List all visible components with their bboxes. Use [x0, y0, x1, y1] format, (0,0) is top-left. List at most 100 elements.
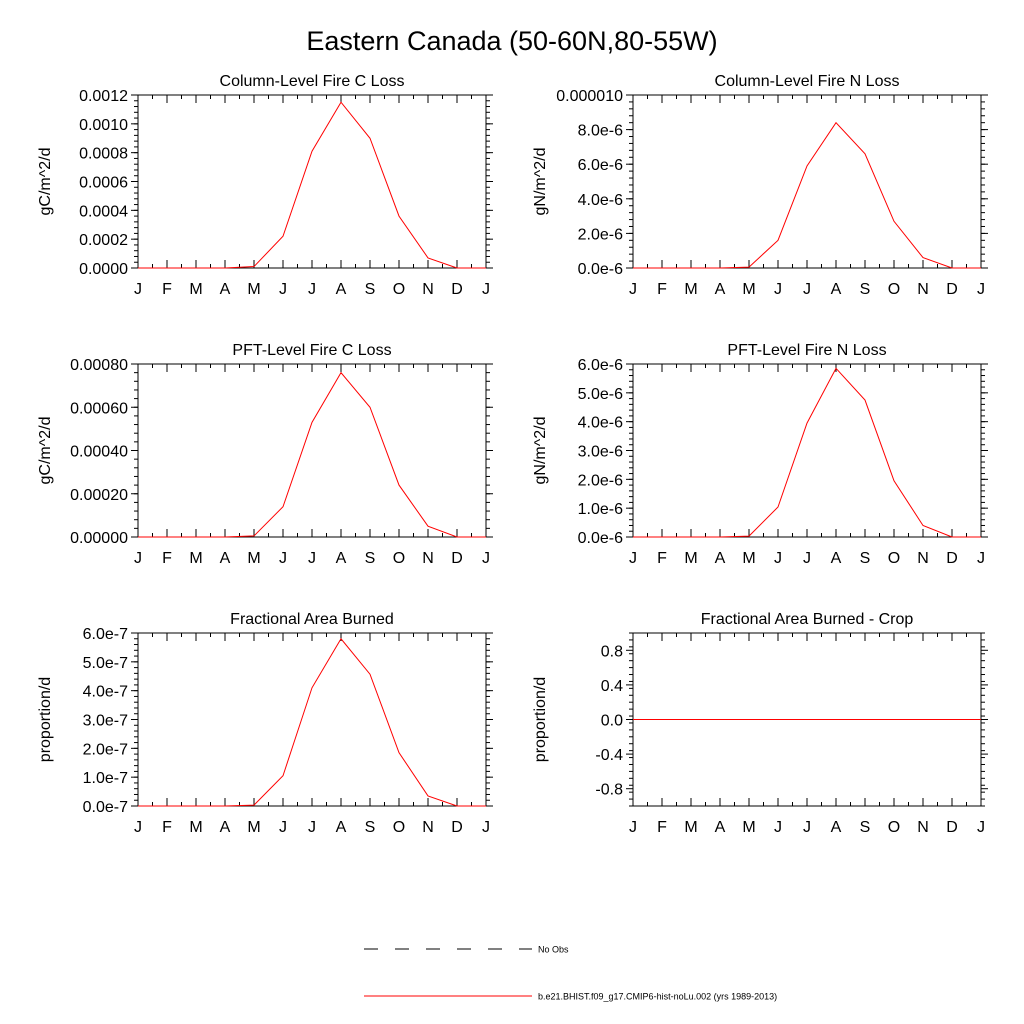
y-tick-label: 0.0002 [79, 232, 128, 249]
y-tick-label: 6.0e-6 [578, 157, 623, 174]
y-tick-label: -0.8 [595, 782, 623, 799]
x-tick-label: F [162, 550, 172, 567]
x-tick-label: A [715, 819, 726, 836]
x-tick-label: J [977, 281, 985, 298]
x-tick-label: S [860, 281, 871, 298]
x-tick-label: O [393, 550, 405, 567]
x-tick-label: M [247, 819, 260, 836]
y-tick-label: 3.0e-6 [578, 444, 623, 461]
y-axis-label: gC/m^2/d [37, 417, 54, 485]
y-tick-label: 2.0e-7 [83, 741, 128, 758]
x-tick-label: J [279, 819, 287, 836]
chart-title: Fractional Area Burned [230, 611, 394, 628]
x-tick-label: S [365, 819, 376, 836]
x-tick-label: M [189, 281, 202, 298]
y-tick-label: 0.0 [601, 713, 623, 730]
chart-title: PFT-Level Fire N Loss [727, 342, 886, 359]
x-tick-label: F [162, 281, 172, 298]
x-tick-label: A [715, 281, 726, 298]
y-tick-label: 3.0e-7 [83, 713, 128, 730]
x-tick-label: F [162, 819, 172, 836]
x-tick-label: F [657, 819, 667, 836]
y-axis-label: proportion/d [532, 677, 549, 762]
y-tick-label: 4.0e-7 [83, 684, 128, 701]
x-tick-label: S [365, 550, 376, 567]
y-tick-label: 5.0e-7 [83, 655, 128, 672]
y-tick-label: 2.0e-6 [578, 226, 623, 243]
x-tick-label: N [422, 819, 434, 836]
x-tick-label: M [189, 819, 202, 836]
y-tick-label: 1.0e-7 [83, 770, 128, 787]
chart-title: Fractional Area Burned - Crop [701, 611, 914, 628]
y-tick-label: 8.0e-6 [578, 123, 623, 140]
series-line [633, 121, 981, 269]
x-tick-label: A [336, 819, 347, 836]
y-tick-label: 0.0000 [79, 261, 128, 278]
x-tick-label: J [482, 819, 490, 836]
x-tick-label: J [629, 550, 637, 567]
x-tick-label: M [247, 281, 260, 298]
y-tick-label: 0.00000 [70, 530, 128, 547]
y-tick-label: 0.0012 [79, 88, 128, 105]
x-tick-label: A [715, 550, 726, 567]
x-tick-label: J [482, 550, 490, 567]
x-tick-label: J [774, 819, 782, 836]
y-tick-label: 5.0e-6 [578, 386, 623, 403]
x-tick-label: J [308, 281, 316, 298]
x-tick-label: D [451, 550, 463, 567]
plot-frame [632, 94, 982, 269]
plot-frame [137, 363, 487, 538]
y-tick-label: 0.00040 [70, 444, 128, 461]
series-line [138, 637, 486, 807]
x-tick-label: S [860, 550, 871, 567]
series-line [138, 101, 486, 269]
chart-title: PFT-Level Fire C Loss [232, 342, 391, 359]
legend-label: b.e21.BHIST.f09_g17.CMIP6-hist-noLu.002 … [538, 992, 777, 1002]
x-tick-label: M [742, 550, 755, 567]
chart-title: Column-Level Fire C Loss [220, 73, 405, 90]
x-tick-label: A [831, 819, 842, 836]
x-tick-label: O [888, 281, 900, 298]
x-tick-label: M [684, 819, 697, 836]
x-tick-label: O [393, 281, 405, 298]
y-tick-label: 0.00060 [70, 400, 128, 417]
y-tick-label: 1.0e-6 [578, 501, 623, 518]
x-tick-label: A [831, 281, 842, 298]
x-tick-label: O [393, 819, 405, 836]
y-tick-label: -0.4 [595, 747, 623, 764]
x-tick-label: O [888, 819, 900, 836]
x-tick-label: J [774, 550, 782, 567]
plot-frame [632, 363, 982, 538]
x-tick-label: J [803, 819, 811, 836]
y-tick-label: 0.0004 [79, 203, 128, 220]
x-tick-label: S [365, 281, 376, 298]
plot-frame [137, 632, 487, 807]
y-tick-label: 4.0e-6 [578, 415, 623, 432]
x-tick-label: J [134, 281, 142, 298]
x-tick-label: D [946, 550, 958, 567]
y-tick-label: 0.4 [601, 678, 623, 695]
x-tick-label: N [917, 819, 929, 836]
x-tick-label: J [308, 819, 316, 836]
x-tick-label: J [977, 819, 985, 836]
y-tick-label: 4.0e-6 [578, 192, 623, 209]
legend: No Obs b.e21.BHIST.f09_g17.CMIP6-hist-noL… [364, 945, 777, 1002]
x-tick-label: M [684, 550, 697, 567]
figure-title: Eastern Canada (50-60N,80-55W) [306, 26, 717, 56]
x-tick-label: N [422, 281, 434, 298]
x-tick-label: J [774, 281, 782, 298]
x-tick-label: A [336, 550, 347, 567]
y-tick-label: 6.0e-7 [83, 626, 128, 643]
y-axis-label: gN/m^2/d [532, 148, 549, 216]
series-line [633, 367, 981, 538]
y-tick-label: 2.0e-6 [578, 472, 623, 489]
x-tick-label: J [482, 281, 490, 298]
x-tick-label: J [308, 550, 316, 567]
x-tick-label: J [134, 550, 142, 567]
x-tick-label: A [831, 550, 842, 567]
